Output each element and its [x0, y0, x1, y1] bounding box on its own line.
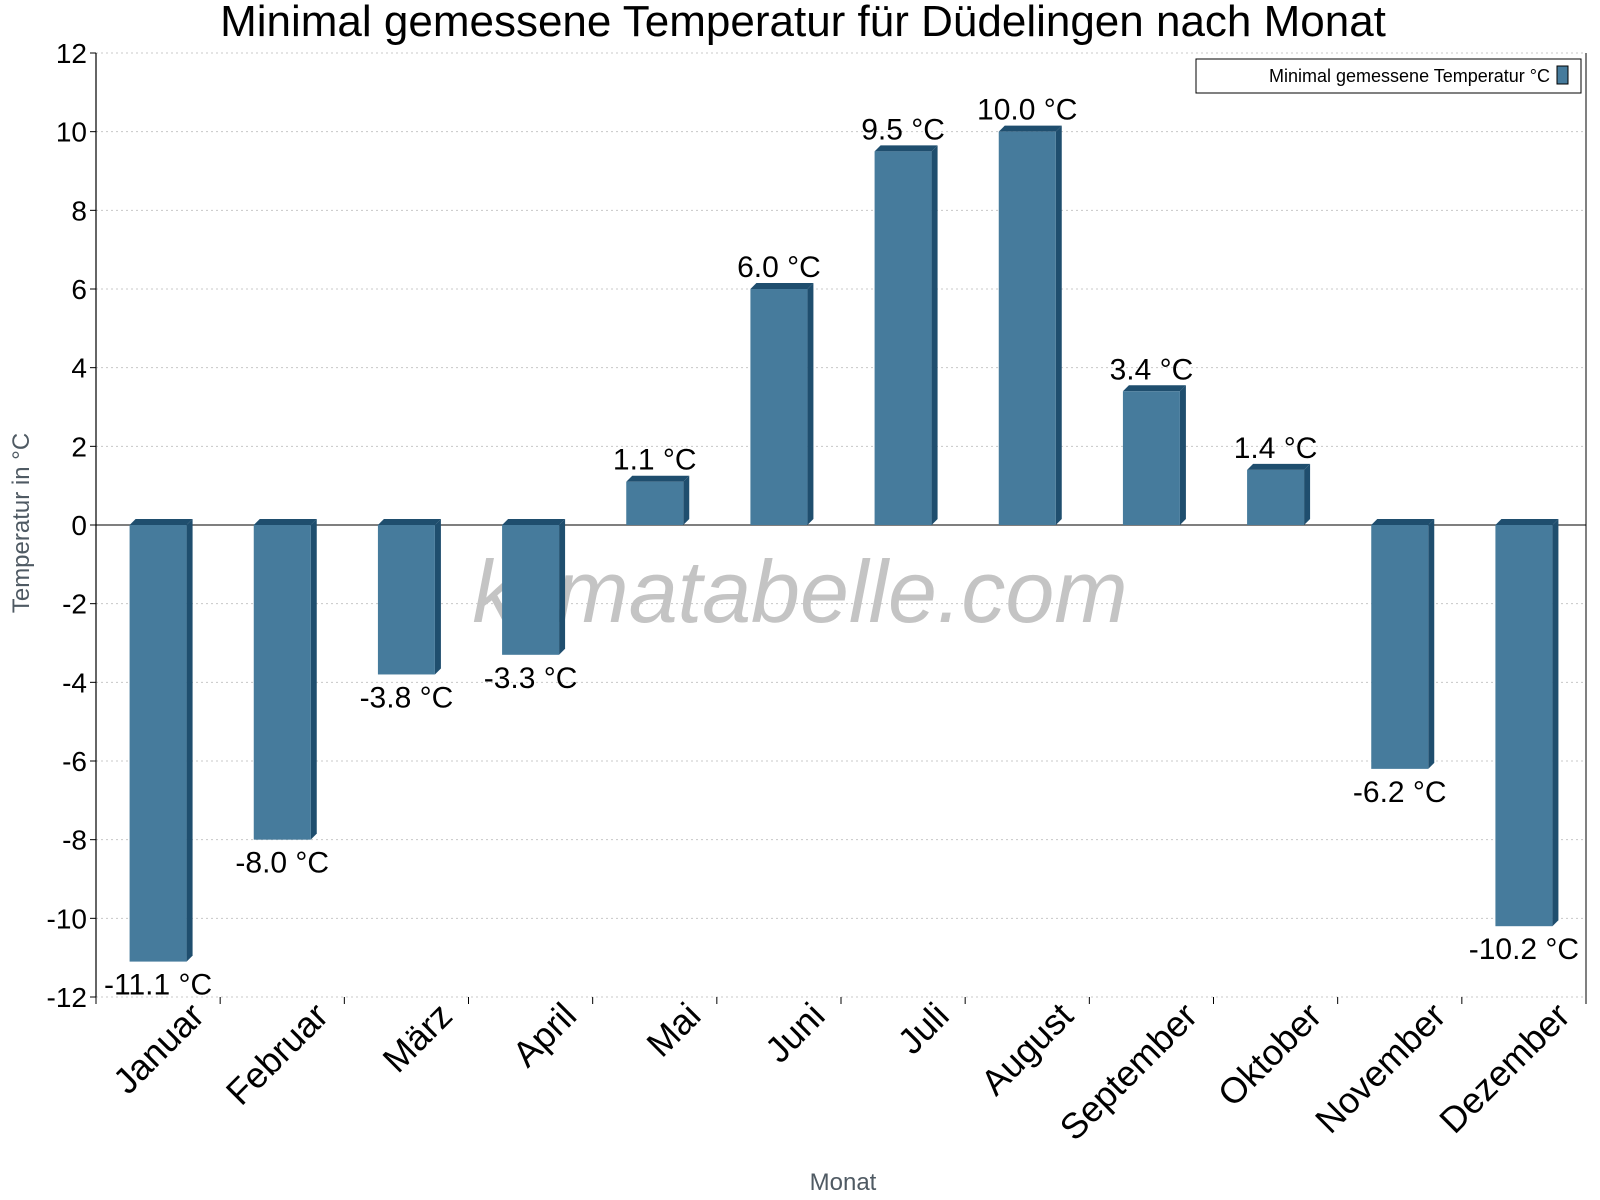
- bar-value-label: -11.1 °C: [104, 969, 212, 1002]
- bar-value-label: 1.4 °C: [1234, 432, 1318, 465]
- chart-title: Minimal gemessene Temperatur für Düdelin…: [220, 0, 1386, 46]
- watermark-text: klimatabelle.com: [472, 542, 1127, 641]
- y-tick-label: 4: [71, 353, 87, 384]
- bar: [1122, 391, 1180, 525]
- bar-side: [683, 475, 690, 525]
- x-category-label: Juli: [890, 995, 957, 1062]
- bars: [129, 125, 1559, 962]
- bar-side: [1304, 463, 1311, 525]
- bar-value-label: -8.0 °C: [235, 847, 329, 880]
- bar-value-label: -10.2 °C: [1469, 933, 1579, 966]
- x-category-label: August: [973, 995, 1081, 1103]
- bar-side: [310, 519, 317, 840]
- bar-top: [874, 145, 938, 152]
- x-category-label: November: [1307, 995, 1453, 1141]
- bar: [1247, 469, 1305, 525]
- bar-side: [931, 145, 938, 526]
- legend-box: [1195, 58, 1582, 94]
- bar-value-label: 1.1 °C: [613, 444, 697, 477]
- x-category-label: April: [504, 995, 584, 1075]
- y-axis-label: Temperatur in °C: [8, 433, 35, 613]
- bar-top: [502, 519, 566, 525]
- bar-side: [1552, 519, 1559, 927]
- bar: [377, 525, 435, 675]
- bar-top: [1371, 519, 1435, 525]
- x-axis-label: Monat: [810, 1169, 877, 1196]
- y-tick-label: 12: [56, 38, 87, 69]
- bar: [253, 525, 311, 840]
- y-tick-label: -2: [62, 589, 87, 620]
- bar-side: [186, 519, 193, 962]
- bar-side: [434, 519, 441, 675]
- y-tick-label: 10: [56, 117, 87, 148]
- y-tick-label: -12: [47, 982, 87, 1013]
- bar-top: [1495, 519, 1559, 525]
- x-category-label: Oktober: [1210, 995, 1330, 1115]
- x-category-label: Mai: [638, 995, 708, 1065]
- bar: [502, 525, 560, 655]
- x-category-label: Februar: [218, 995, 336, 1113]
- legend-label: Minimal gemessene Temperatur °C: [1269, 66, 1550, 86]
- y-tick-label: 8: [71, 195, 87, 226]
- bar: [874, 151, 932, 526]
- bar: [750, 289, 808, 525]
- bar-value-label: -3.3 °C: [484, 662, 578, 695]
- x-category-label: Januar: [105, 995, 212, 1102]
- legend: Minimal gemessene Temperatur °C: [1195, 58, 1582, 94]
- y-tick-label: 2: [71, 431, 87, 462]
- legend-swatch: [1556, 65, 1569, 85]
- bar: [1371, 525, 1429, 769]
- bar-top: [998, 125, 1062, 132]
- bar-top: [626, 475, 690, 482]
- bar-top: [1247, 463, 1311, 470]
- bar-value-label: 10.0 °C: [977, 94, 1077, 127]
- bar: [626, 481, 684, 525]
- x-category-label: Juni: [757, 995, 833, 1071]
- y-ticks: 12 10 8 6 4 2 0 -2 -4 -6 -8 -10 -12: [47, 38, 96, 1013]
- x-category-label: März: [375, 995, 461, 1081]
- y-tick-label: -4: [62, 667, 87, 698]
- bar-top: [129, 519, 193, 525]
- bar-value-label: 3.4 °C: [1110, 353, 1194, 386]
- bar-value-label: -6.2 °C: [1353, 776, 1447, 809]
- bar: [998, 131, 1056, 525]
- y-tick-label: -6: [62, 746, 87, 777]
- bar-top: [253, 519, 317, 525]
- data-labels: -11.1 °C -8.0 °C -3.8 °C -3.3 °C 1.1 °C 6.0 °…: [104, 94, 1579, 1002]
- bar-top: [750, 283, 814, 289]
- bar-side: [559, 519, 566, 655]
- y-tick-label: -10: [47, 903, 87, 934]
- bar: [1495, 525, 1553, 927]
- bar-side: [1428, 519, 1435, 769]
- bar-value-label: 6.0 °C: [737, 251, 821, 284]
- bar: [129, 525, 187, 962]
- bar-value-label: -3.8 °C: [360, 681, 454, 714]
- x-category-label: Dezember: [1431, 995, 1577, 1141]
- y-tick-label: 6: [71, 274, 87, 305]
- bar-value-label: 9.5 °C: [861, 113, 945, 146]
- bar-top: [1122, 385, 1186, 392]
- bar-side: [807, 283, 814, 525]
- bar-top: [377, 519, 441, 525]
- y-tick-label: 0: [71, 510, 87, 541]
- y-tick-label: -8: [62, 825, 87, 856]
- x-ticks: Januar Februar März April Mai Juni Juli AugustS…: [95, 995, 1587, 1148]
- bar-side: [1055, 125, 1062, 526]
- bar-side: [1179, 385, 1186, 525]
